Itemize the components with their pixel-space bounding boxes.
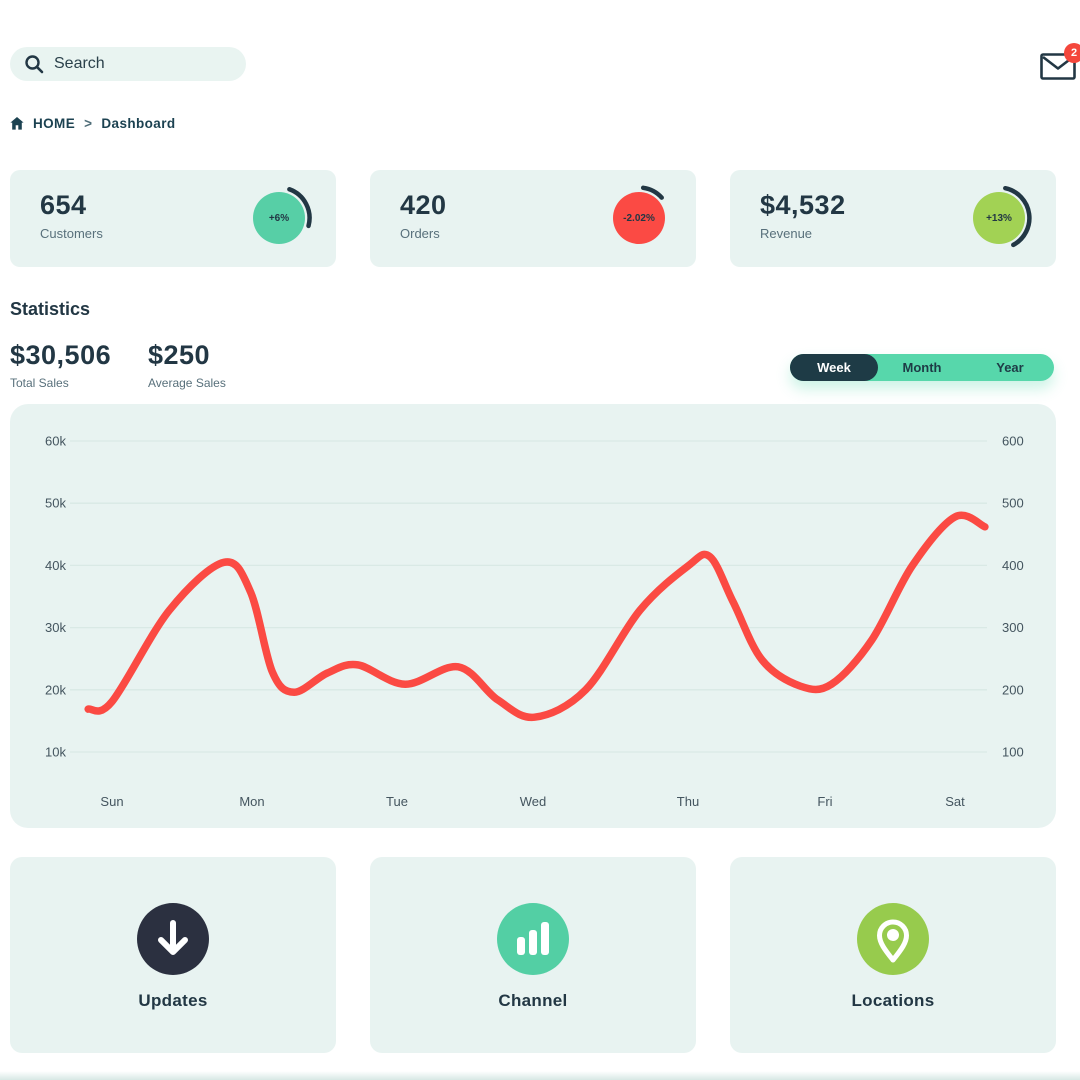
svg-text:200: 200: [1002, 682, 1024, 697]
download-icon: [158, 920, 188, 955]
svg-text:Tue: Tue: [386, 794, 408, 809]
svg-text:40k: 40k: [45, 558, 66, 573]
stat-delta-badge: +6%: [268, 212, 290, 224]
stat-value: $4,532: [760, 190, 846, 220]
svg-text:Mon: Mon: [239, 794, 264, 809]
search-icon: [25, 55, 44, 74]
statistics-heading: Statistics: [10, 299, 91, 319]
breadcrumb: HOME > Dashboard: [10, 116, 176, 131]
stat-label: Customers: [40, 226, 103, 241]
chart-canvas: 60k 600 50k 500 40k 400 30k 300 20k 200 10k 100 Sun M…: [45, 434, 1024, 810]
stat-card-orders[interactable]: 420 Orders -2.02%: [370, 170, 696, 267]
svg-text:300: 300: [1002, 620, 1024, 635]
bar-chart-icon: [517, 922, 549, 955]
svg-text:600: 600: [1002, 434, 1024, 449]
search-placeholder: Search: [54, 55, 105, 72]
stat-delta-badge: -2.02%: [623, 212, 655, 224]
progress-ring: +13%: [966, 185, 1032, 251]
location-pin-icon: [877, 919, 909, 963]
locations-label: Locations: [851, 991, 935, 1010]
svg-text:10k: 10k: [45, 745, 66, 760]
svg-text:30k: 30k: [45, 620, 66, 635]
svg-text:50k: 50k: [45, 496, 66, 511]
channel-label: Channel: [498, 991, 568, 1010]
time-range-toggle: Week Month Year: [790, 354, 1054, 381]
average-sales-label: Average Sales: [148, 376, 226, 390]
toggle-option-month[interactable]: Month: [902, 360, 942, 375]
svg-text:500: 500: [1002, 496, 1024, 511]
stat-label: Revenue: [760, 226, 813, 241]
total-sales-label: Total Sales: [10, 376, 69, 390]
stat-delta-badge: +13%: [986, 212, 1012, 224]
notification-badge: 2: [1064, 43, 1080, 63]
toggle-option-year[interactable]: Year: [996, 360, 1024, 375]
svg-text:400: 400: [1002, 558, 1024, 573]
stat-card-revenue[interactable]: $4,532 Revenue +13%: [730, 170, 1056, 267]
next-section-edge: [0, 1071, 1080, 1080]
svg-text:Thu: Thu: [677, 794, 699, 809]
svg-text:100: 100: [1002, 745, 1024, 760]
progress-ring: +6%: [246, 185, 312, 251]
updates-card[interactable]: Updates: [10, 857, 336, 1053]
stat-cards-row: 654 Customers +6% 420 Orders -2.02% $4,5…: [10, 170, 1056, 267]
svg-text:Sat: Sat: [945, 794, 965, 809]
total-sales-value: $30,506: [10, 340, 112, 370]
svg-text:60k: 60k: [45, 434, 66, 449]
locations-card[interactable]: Locations: [730, 857, 1056, 1053]
updates-icon-circle: [137, 903, 209, 975]
stat-value: 654: [40, 190, 87, 220]
toggle-option-week[interactable]: Week: [790, 354, 878, 381]
average-sales-summary: $250 Average Sales: [148, 340, 226, 390]
svg-text:20k: 20k: [45, 682, 66, 697]
updates-label: Updates: [138, 991, 208, 1010]
mail-button[interactable]: 2: [1038, 42, 1080, 88]
stat-value: 420: [400, 190, 447, 220]
average-sales-value: $250: [148, 340, 211, 370]
breadcrumb-home[interactable]: HOME: [33, 116, 76, 131]
sales-line-chart: 60k 600 50k 500 40k 400 30k 300 20k 200 10k 100 Sun M…: [10, 404, 1056, 828]
locations-icon-circle: [857, 903, 929, 975]
stat-card-customers[interactable]: 654 Customers +6%: [10, 170, 336, 267]
total-sales-summary: $30,506 Total Sales: [10, 340, 111, 390]
search-input[interactable]: Search: [10, 47, 246, 81]
channel-card[interactable]: Channel: [370, 857, 696, 1053]
breadcrumb-separator: >: [84, 116, 93, 131]
svg-text:Wed: Wed: [520, 794, 547, 809]
channel-icon-circle: [497, 903, 569, 975]
stat-label: Orders: [400, 226, 440, 241]
breadcrumb-current: Dashboard: [101, 116, 176, 131]
home-icon: [10, 117, 24, 130]
shortcut-cards-row: Updates Channel Locations: [10, 857, 1056, 1053]
progress-ring: -2.02%: [606, 185, 672, 251]
svg-text:Fri: Fri: [817, 794, 832, 809]
svg-text:Sun: Sun: [100, 794, 123, 809]
